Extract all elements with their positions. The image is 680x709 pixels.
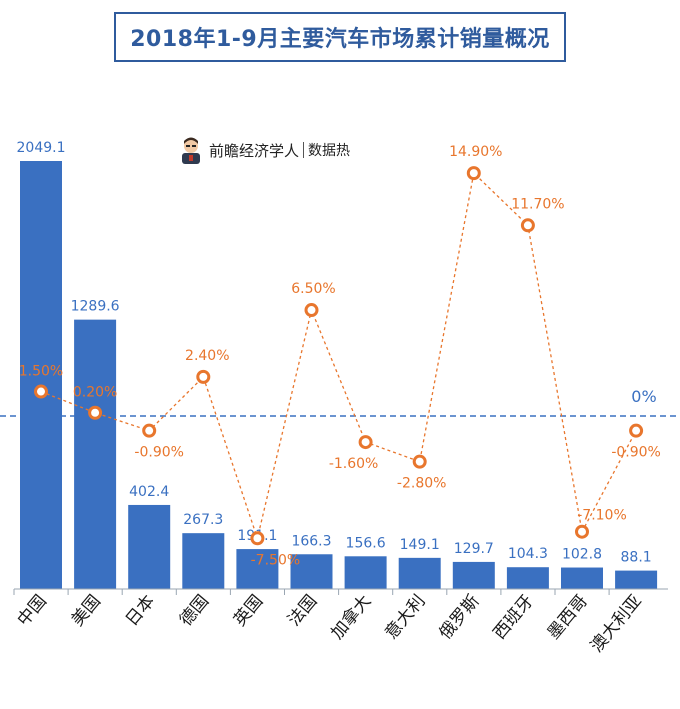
category-label-3: 德国 <box>176 591 213 630</box>
bar-7 <box>398 557 441 589</box>
growth-value-label-2: -0.90% <box>134 445 184 461</box>
growth-point-7 <box>412 454 427 469</box>
bar-1 <box>74 319 117 589</box>
category-label-7: 意大利 <box>381 591 429 643</box>
category-label-0: 中国 <box>14 591 51 630</box>
bar-value-label-9: 104.3 <box>508 546 548 562</box>
person-avatar-icon <box>182 137 200 164</box>
growth-point-4 <box>250 531 265 546</box>
category-label-2: 日本 <box>122 591 159 630</box>
bar-5 <box>290 554 333 589</box>
category-label-1: 美国 <box>68 591 105 630</box>
growth-point-10 <box>575 524 589 539</box>
growth-value-label-7: -2.80% <box>397 476 447 492</box>
growth-point-2 <box>142 423 157 438</box>
growth-point-1 <box>88 405 103 420</box>
category-label-6: 加拿大 <box>327 591 376 644</box>
bar-11 <box>615 570 658 589</box>
bar-value-label-2: 402.4 <box>129 484 169 500</box>
growth-point-9 <box>520 218 535 233</box>
category-label-9: 西班牙 <box>490 591 538 643</box>
growth-line <box>40 171 637 541</box>
growth-value-label-10: -7.10% <box>577 508 627 524</box>
category-label-4: 英国 <box>230 591 267 630</box>
brand-subtitle: 数据热 <box>308 143 351 159</box>
bar-value-label-3: 267.3 <box>183 512 223 528</box>
growth-value-label-8: 14.90% <box>449 144 502 160</box>
growth-point-8 <box>466 166 481 181</box>
bar-10 <box>561 567 603 589</box>
category-label-10: 墨西哥 <box>544 591 592 643</box>
bar-value-label-7: 149.1 <box>400 537 440 553</box>
category-label-5: 法国 <box>284 591 321 630</box>
brand-badge: 前瞻经济学人 数据热 <box>178 135 350 165</box>
bar-0 <box>20 161 62 589</box>
bar-value-label-11: 88.1 <box>621 550 652 566</box>
brand-divider <box>303 142 305 158</box>
growth-value-label-4: -7.50% <box>251 552 301 568</box>
bar-value-label-0: 2049.1 <box>17 140 66 156</box>
bar-2 <box>128 504 171 589</box>
bar-3 <box>182 533 225 589</box>
growth-value-label-6: -1.60% <box>329 456 379 472</box>
chart-title: 2018年1-9月主要汽车市场累计销量概况 <box>130 27 550 52</box>
bar-4 <box>236 549 279 589</box>
growth-point-11 <box>629 423 644 438</box>
chart-title-box: 2018年1-9月主要汽车市场累计销量概况 <box>114 12 566 62</box>
bar-value-label-8: 129.7 <box>454 541 494 557</box>
growth-point-5 <box>304 303 319 318</box>
zero-reference-label: 0% <box>631 387 656 406</box>
bar-value-label-10: 102.8 <box>562 547 602 563</box>
growth-point-3 <box>196 369 211 384</box>
bar-6 <box>344 556 387 589</box>
bar-value-label-1: 1289.6 <box>71 299 120 315</box>
growth-value-label-11: -0.90% <box>611 445 661 461</box>
bar-9 <box>506 567 549 589</box>
bar-8 <box>452 561 495 589</box>
growth-value-label-9: 11.70% <box>511 196 564 212</box>
growth-point-6 <box>358 435 373 450</box>
category-label-8: 俄罗斯 <box>436 591 484 643</box>
growth-value-label-5: 6.50% <box>291 281 335 297</box>
brand-name: 前瞻经济学人 <box>209 141 300 160</box>
growth-value-label-0: 1.50% <box>19 364 63 380</box>
bar-value-label-6: 156.6 <box>346 535 386 551</box>
growth-value-label-1: 0.20% <box>73 385 117 401</box>
category-label-11: 澳大利亚 <box>587 591 646 656</box>
growth-value-label-3: 2.40% <box>185 348 229 364</box>
bar-value-label-5: 166.3 <box>291 533 331 549</box>
growth-point-0 <box>34 384 48 399</box>
